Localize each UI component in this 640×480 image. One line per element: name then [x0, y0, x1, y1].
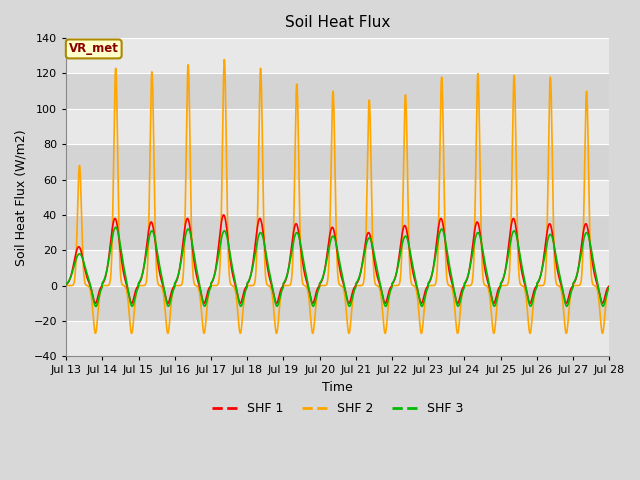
Bar [66, 286, 609, 321]
X-axis label: Time: Time [323, 381, 353, 394]
Bar [66, 109, 609, 144]
Bar [66, 38, 609, 73]
Bar [66, 73, 609, 109]
Y-axis label: Soil Heat Flux (W/m2): Soil Heat Flux (W/m2) [15, 129, 28, 265]
Bar [66, 215, 609, 250]
Bar [66, 144, 609, 180]
Bar [66, 250, 609, 286]
Title: Soil Heat Flux: Soil Heat Flux [285, 15, 390, 30]
Bar [66, 180, 609, 215]
Text: VR_met: VR_met [68, 42, 118, 55]
Bar [66, 321, 609, 356]
Legend: SHF 1, SHF 2, SHF 3: SHF 1, SHF 2, SHF 3 [207, 397, 468, 420]
